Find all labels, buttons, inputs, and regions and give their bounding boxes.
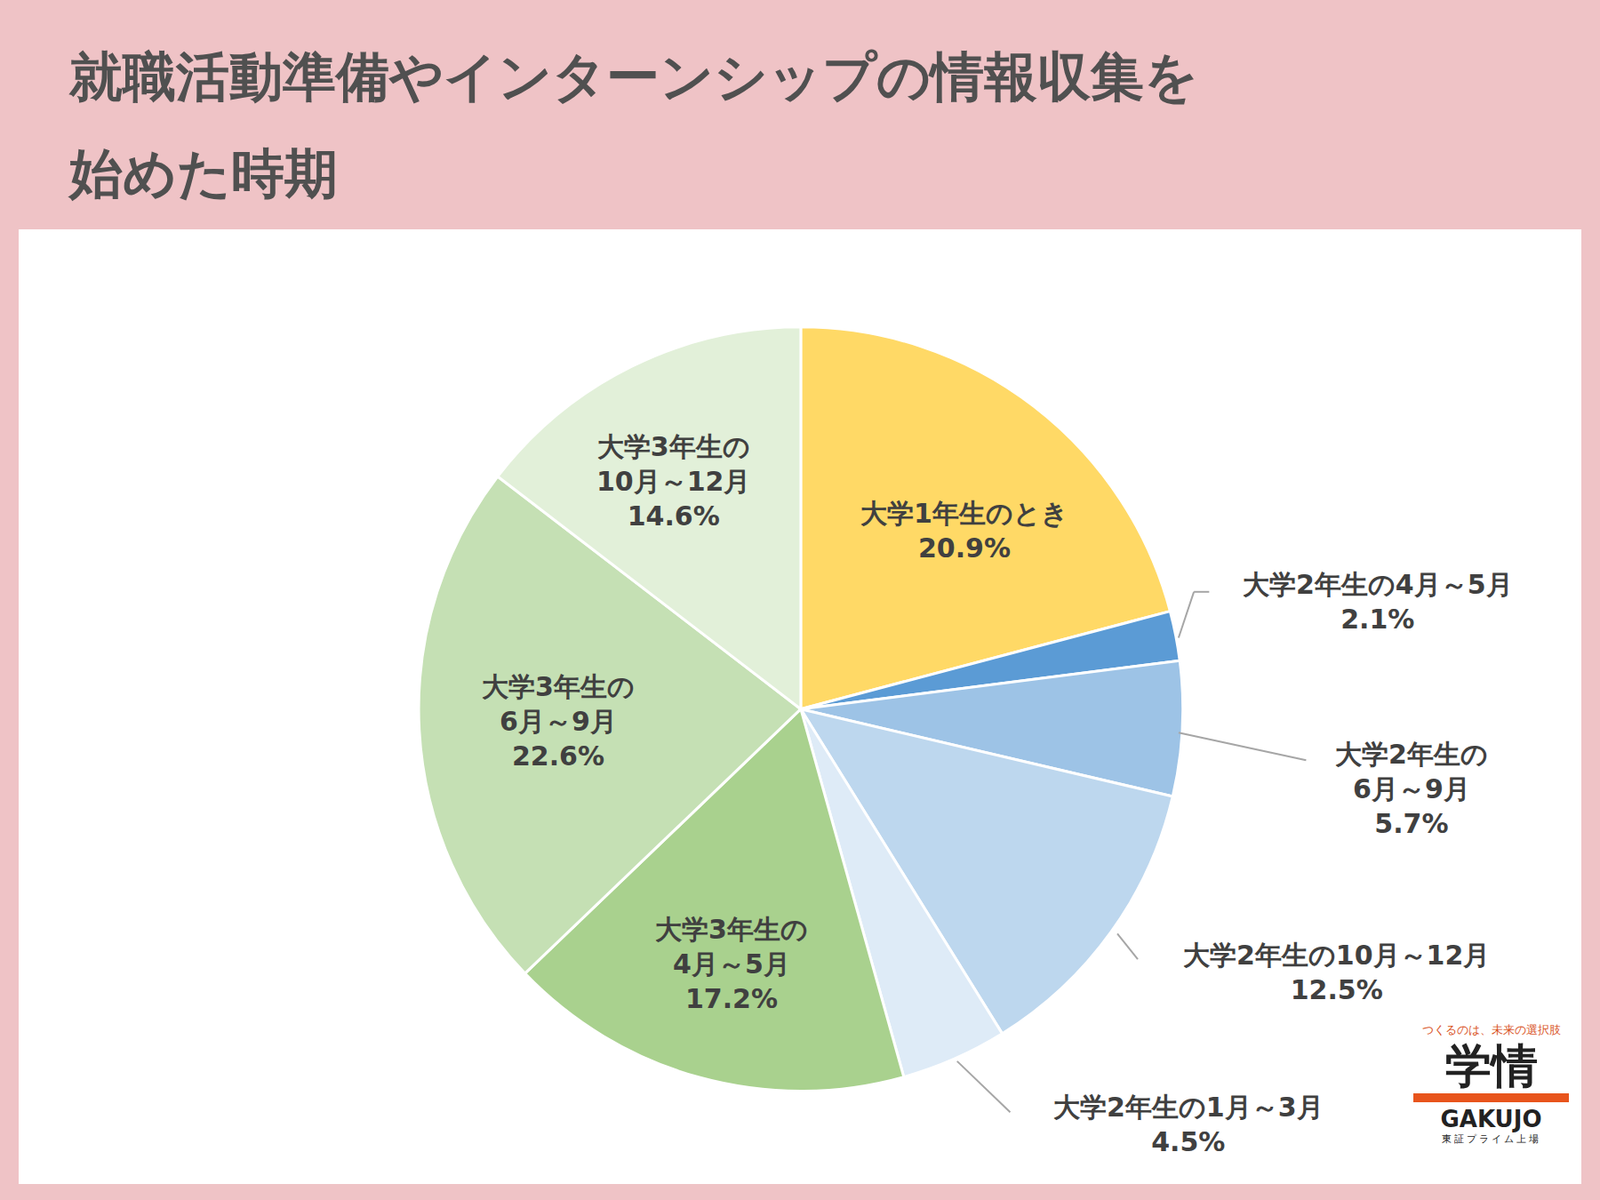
svg-text:大学2年生の1月～3月4.5%: 大学2年生の1月～3月4.5%	[1053, 1091, 1324, 1158]
html-text:つくるのは、未来の選択肢: つくるのは、未来の選択肢	[1421, 1023, 1561, 1037]
svg-text:大学1年生のとき20.9%: 大学1年生のとき20.9%	[860, 497, 1069, 564]
svg-text:大学2年生の6月～9月5.7%: 大学2年生の6月～9月5.7%	[1335, 738, 1488, 840]
svg-text:大学3年生の6月～9月22.6%: 大学3年生の6月～9月22.6%	[481, 671, 635, 772]
html-text:東証プライム上場: 東証プライム上場	[1441, 1133, 1541, 1145]
html-text:就職活動準備やインターンシップの情報収集を 始めた時期: 就職活動準備やインターンシップの情報収集を 始めた時期	[69, 45, 1199, 205]
html-text:GAKUJO: GAKUJO	[1440, 1105, 1542, 1133]
svg-text:大学3年生の4月～5月17.2%: 大学3年生の4月～5月17.2%	[655, 913, 808, 1015]
svg-text:大学2年生の4月～5月2.1%: 大学2年生の4月～5月2.1%	[1242, 568, 1513, 635]
svg-text:大学2年生の10月～12月12.5%: 大学2年生の10月～12月12.5%	[1183, 939, 1490, 1006]
html-text:学情: 学情	[1444, 1039, 1538, 1093]
svg-text:大学3年生の10月～12月14.6%: 大学3年生の10月～12月14.6%	[596, 431, 752, 532]
